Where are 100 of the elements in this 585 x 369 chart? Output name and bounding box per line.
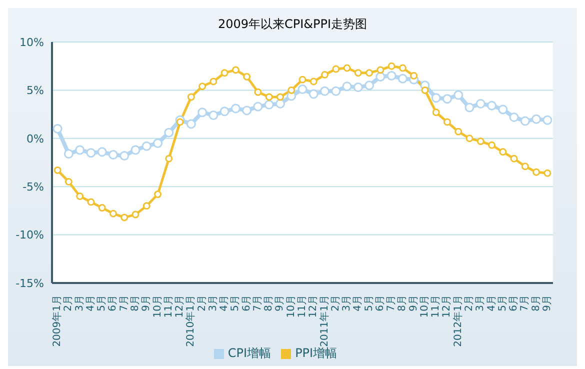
point (198, 82, 206, 90)
point (432, 108, 440, 116)
point (498, 104, 508, 114)
point (120, 214, 128, 222)
x-tick-label: 5月 (364, 295, 375, 312)
x-tick-label: 2月 (196, 295, 208, 312)
x-tick-label: 4月 (352, 295, 364, 312)
point (86, 148, 96, 158)
x-tick-label: 3月 (342, 295, 353, 312)
x-tick-label: 2月 (330, 295, 342, 312)
x-tick-label: 12月 (174, 295, 186, 318)
point (464, 102, 474, 112)
point (510, 154, 518, 162)
point (164, 128, 174, 138)
point (198, 108, 208, 118)
point (476, 98, 486, 108)
point (276, 93, 284, 101)
point (243, 72, 251, 80)
point (398, 74, 408, 84)
x-tick-label: 8月 (264, 295, 275, 312)
x-tick-label: 10月 (152, 295, 164, 318)
x-tick-label: 2009年1月 (51, 295, 64, 347)
x-tick-label: 12月 (442, 295, 453, 318)
x-tick-label: 8月 (530, 295, 542, 312)
point (354, 69, 362, 77)
x-tick-label: 7月 (118, 295, 130, 312)
x-tick-label: 3月 (475, 295, 486, 312)
point (298, 84, 308, 94)
point (487, 100, 497, 110)
x-tick-label: 11月 (430, 295, 442, 318)
x-tick-label: 12月 (308, 295, 320, 318)
point (454, 128, 462, 136)
point (176, 118, 184, 126)
x-tick-label: 6月 (108, 295, 119, 312)
point (520, 116, 530, 126)
point (97, 147, 107, 157)
x-tick-label: 9月 (274, 295, 286, 312)
legend-label: PPI增幅 (295, 346, 338, 360)
x-tick-label: 9月 (408, 295, 420, 312)
point (142, 202, 150, 210)
point (499, 148, 507, 156)
point (220, 106, 230, 116)
x-tick-label: 2月 (464, 295, 475, 312)
y-tick-label: 5% (26, 84, 44, 98)
x-tick-label: 7月 (386, 295, 398, 312)
point (332, 65, 340, 73)
point (310, 78, 318, 86)
point (320, 86, 330, 96)
y-tick-label: -15% (16, 276, 44, 290)
point (308, 89, 318, 99)
point (521, 162, 529, 170)
y-tick-label: -5% (22, 180, 44, 194)
point (364, 80, 374, 90)
point (542, 115, 552, 125)
point (75, 145, 85, 155)
point (366, 69, 374, 77)
point (509, 112, 519, 122)
point (442, 94, 452, 104)
point (210, 78, 218, 86)
x-tick-label: 8月 (397, 295, 408, 312)
point (186, 119, 196, 129)
point (232, 66, 240, 74)
x-tick-label: 5月 (96, 295, 108, 312)
point (388, 62, 396, 70)
point (165, 154, 173, 162)
x-tick-label: 2012年1月 (452, 295, 464, 347)
point (130, 145, 140, 155)
point (275, 98, 285, 108)
point (132, 210, 140, 218)
point (230, 104, 240, 114)
point (386, 70, 396, 80)
x-tick-label: 6月 (508, 295, 520, 312)
point (532, 114, 542, 124)
point (153, 138, 163, 148)
x-tick-label: 7月 (520, 295, 531, 312)
point (98, 204, 106, 212)
point (220, 69, 228, 77)
x-tick-label: 7月 (252, 295, 264, 312)
x-tick-label: 4月 (486, 295, 498, 312)
point (109, 210, 117, 218)
x-tick-label: 4月 (219, 295, 230, 312)
x-tick-label: 11月 (297, 295, 308, 318)
y-tick-label: 0% (26, 132, 44, 146)
point (331, 86, 341, 96)
point (64, 149, 74, 159)
x-tick-label: 3月 (74, 295, 86, 312)
point (52, 124, 62, 134)
point (208, 110, 218, 120)
point (154, 190, 162, 198)
y-tick-label: -10% (16, 228, 44, 242)
x-tick-label: 2011年1月 (318, 295, 330, 347)
point (410, 72, 418, 80)
x-tick-label: 3月 (208, 295, 219, 312)
point (242, 106, 252, 116)
point (54, 166, 62, 174)
x-tick-label: 2010年1月 (184, 295, 197, 347)
point (398, 64, 406, 72)
point (532, 168, 540, 176)
x-tick-label: 5月 (497, 295, 508, 312)
point (64, 178, 72, 186)
